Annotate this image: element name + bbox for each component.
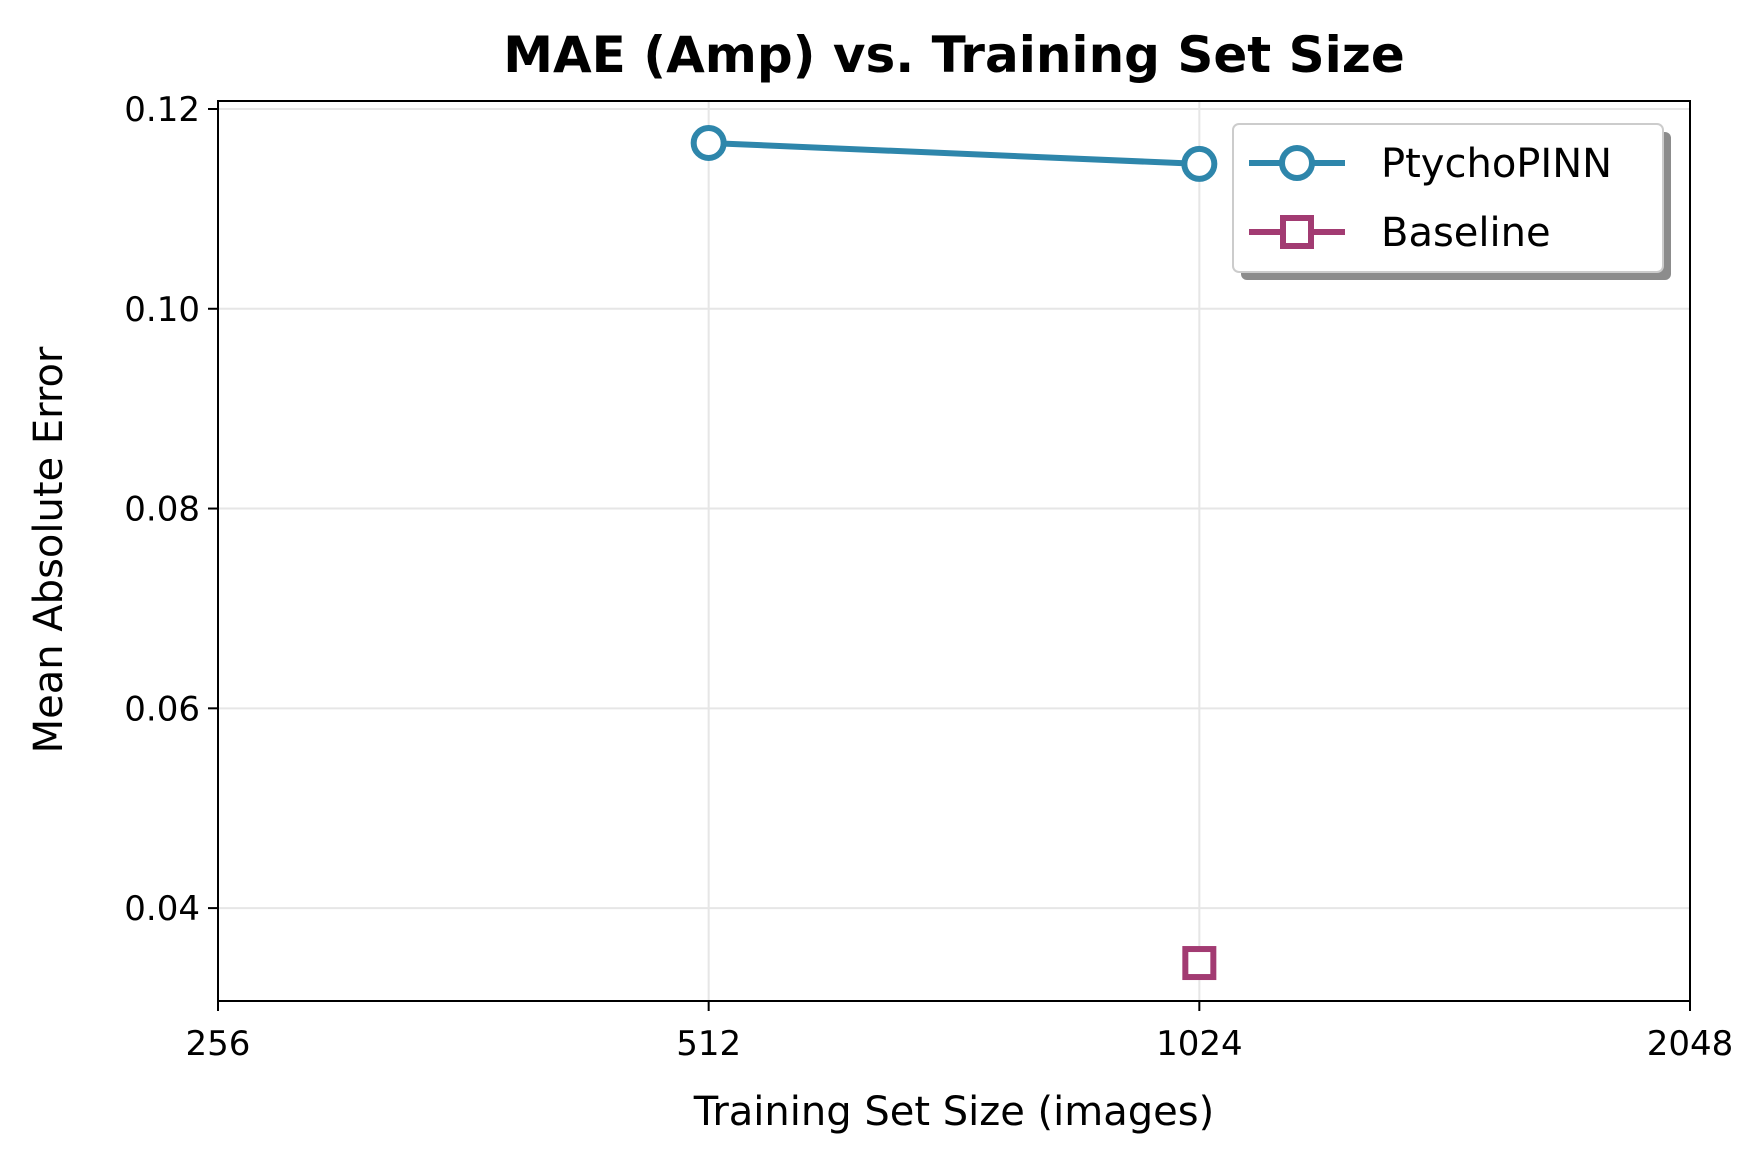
series-line-ptychopinn — [708, 139, 1200, 167]
legend-marker — [1279, 145, 1315, 181]
y-tick-label: 0.12 — [124, 90, 200, 130]
data-point-ptychopinn — [1181, 145, 1218, 182]
legend-marker — [1280, 215, 1314, 249]
legend-item-ptychopinn: PtychoPINN — [1249, 141, 1612, 187]
y-tick-label: 0.04 — [124, 889, 200, 929]
legend-label: PtychoPINN — [1381, 141, 1612, 187]
x-tick-label: 2048 — [1647, 1024, 1734, 1064]
x-axis-label: Training Set Size (images) — [693, 1089, 1214, 1135]
data-point-ptychopinn — [690, 124, 727, 161]
y-tick-label: 0.08 — [124, 490, 200, 530]
y-tick-label: 0.06 — [124, 689, 200, 729]
series-layer — [690, 124, 1218, 981]
series-ptychopinn — [690, 124, 1218, 182]
legend: PtychoPINN Baseline — [1232, 123, 1671, 280]
data-point-baseline — [1182, 946, 1217, 981]
y-axis-label: Mean Absolute Error — [26, 346, 72, 753]
grid-lines — [218, 101, 1690, 1001]
legend-label: Baseline — [1381, 210, 1551, 256]
chart-title: MAE (Amp) vs. Training Set Size — [503, 26, 1405, 84]
y-tick-label: 0.10 — [124, 290, 200, 330]
series-baseline — [1182, 946, 1217, 981]
legend-item-baseline: Baseline — [1249, 210, 1551, 256]
axis-ticks: 256 512 1024 2048 0.04 0.06 0.08 0.10 0.12 — [124, 90, 1733, 1064]
x-tick-label: 256 — [186, 1024, 251, 1064]
x-tick-label: 512 — [676, 1024, 741, 1064]
x-tick-label: 1024 — [1156, 1024, 1243, 1064]
plot-frame — [217, 100, 1691, 1002]
